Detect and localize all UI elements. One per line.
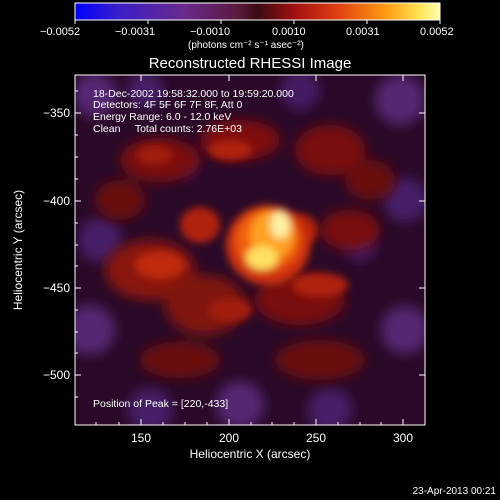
y-tick-500: −500	[43, 368, 70, 382]
x-tick-200: 200	[219, 431, 239, 445]
y-tick-400: −400	[43, 194, 70, 208]
plot-title: Reconstructed RHESSI Image	[149, 55, 352, 72]
y-tick-450: −450	[43, 281, 70, 295]
peak-source	[226, 205, 310, 285]
info-line-time: 18-Dec-2002 19:58:32.000 to 19:59:20.000	[93, 88, 294, 100]
y-axis-label: Heliocentric Y (arcsec)	[11, 190, 25, 310]
colorbar-gradient	[74, 2, 441, 21]
info-line-energy: Energy Range: 6.0 - 12.0 keV	[93, 111, 231, 123]
info-line-detectors: Detectors: 4F 5F 6F 7F 8F, Att 0	[93, 99, 243, 111]
y-tick-350: −350	[43, 106, 70, 120]
x-tick-300: 300	[393, 431, 413, 445]
colorbar-units: (photons cm⁻² s⁻¹ asec⁻²)	[188, 40, 304, 51]
colorbar-tick-1: −0.0031	[115, 26, 155, 38]
x-axis-label: Heliocentric X (arcsec)	[190, 447, 311, 461]
info-line-counts: Clean Total counts: 2.76E+03	[93, 123, 242, 135]
footer-timestamp: 23-Apr-2013 00:21	[413, 486, 497, 497]
colorbar-tick-4: 0.0031	[346, 26, 380, 38]
axis-ticks	[75, 75, 425, 425]
colorbar: −0.0052 −0.0031 −0.0010 0.0010 0.0031 0.…	[40, 2, 454, 51]
plot-frame	[74, 74, 426, 426]
colorbar-tick-2: −0.0010	[190, 26, 230, 38]
peak-position-label: Position of Peak = [220,-433]	[93, 398, 228, 410]
colorbar-tick-5: 0.0052	[420, 26, 454, 38]
reconstructed-image	[75, 75, 425, 425]
colorbar-tick-0: −0.0052	[40, 26, 80, 38]
x-tick-150: 150	[131, 431, 151, 445]
colorbar-tick-3: 0.0010	[272, 26, 306, 38]
info-block: 18-Dec-2002 19:58:32.000 to 19:59:20.000…	[93, 88, 294, 135]
x-tick-250: 250	[306, 431, 326, 445]
